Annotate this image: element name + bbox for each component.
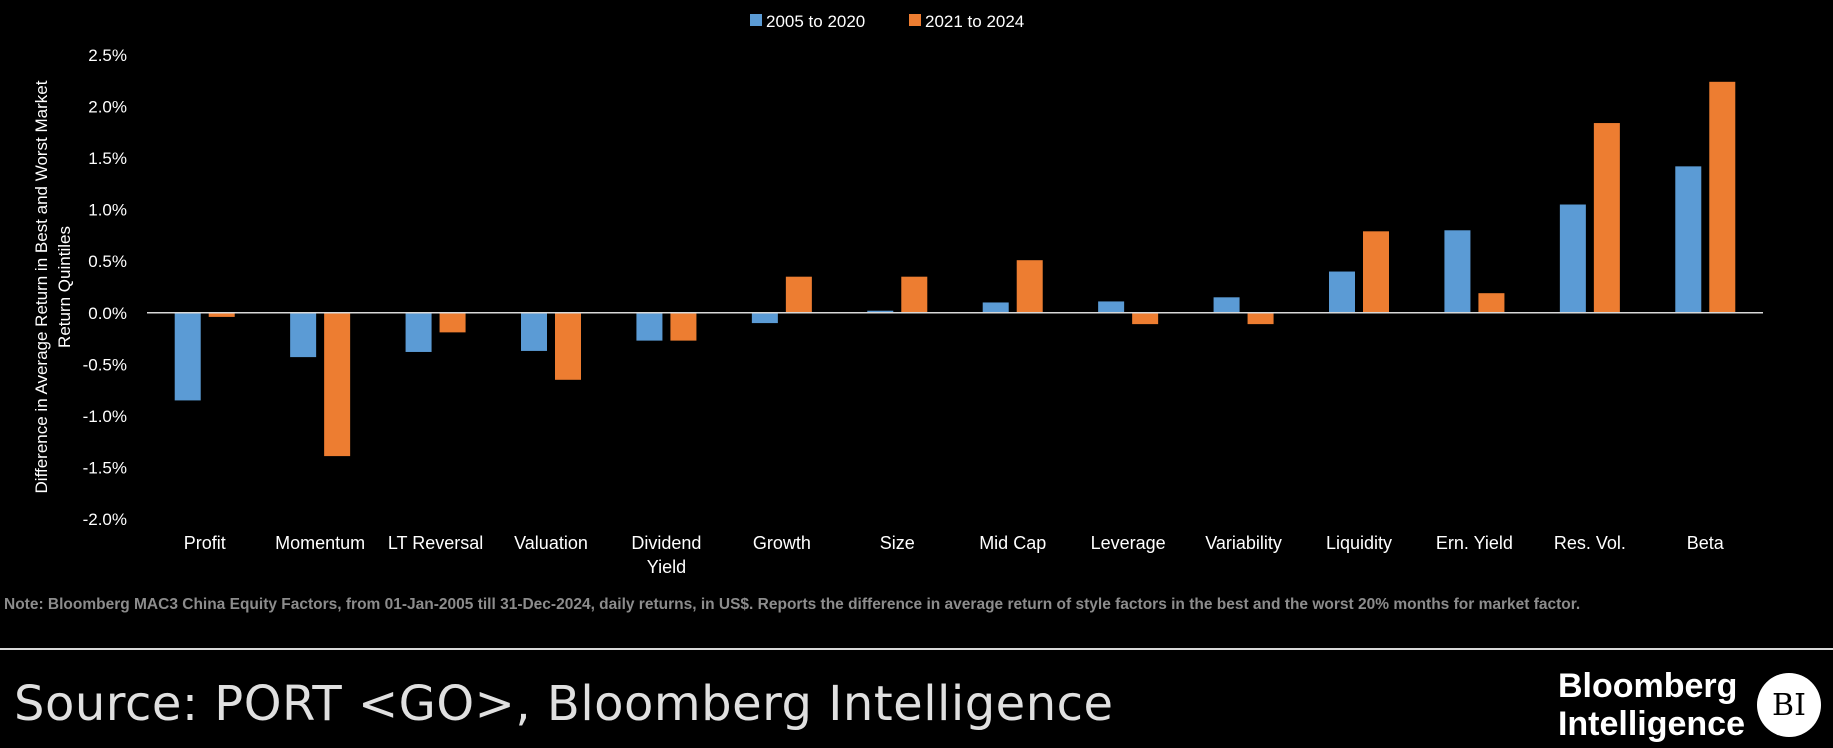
bar	[751, 312, 778, 324]
x-tick-label: Momentum	[275, 533, 365, 553]
x-tick-label: Res. Vol.	[1554, 533, 1626, 553]
x-tick-label: Growth	[753, 533, 811, 553]
bar	[1016, 260, 1043, 313]
legend-label: 2005 to 2020	[766, 12, 865, 31]
bar	[1363, 231, 1389, 313]
y-tick-label: -1.5%	[83, 458, 127, 477]
x-tick-label: Mid Cap	[979, 533, 1046, 553]
x-tick-label: LT Reversal	[388, 533, 483, 553]
bar	[1709, 81, 1736, 313]
chart: 2005 to 2020 2021 to 2024 Difference in A…	[32, 12, 1763, 577]
x-tick-label: Size	[880, 533, 915, 553]
x-tick-label: Profit	[184, 533, 226, 553]
bar	[208, 312, 235, 317]
logo-wordmark: Bloomberg Intelligence	[1558, 667, 1745, 743]
bar	[405, 312, 432, 352]
bar	[1444, 230, 1471, 313]
bar	[439, 312, 466, 333]
x-tick-label: Leverage	[1091, 533, 1166, 553]
x-tick-label: Variability	[1205, 533, 1282, 553]
bar	[290, 312, 317, 358]
y-tick-label: 0.0%	[88, 304, 127, 323]
y-tick-label: 1.0%	[88, 201, 127, 220]
bar	[1593, 123, 1620, 313]
bar	[1675, 166, 1702, 313]
bar	[1213, 297, 1240, 313]
y-tick-label: 0.5%	[88, 252, 127, 271]
x-tick-label: Ern. Yield	[1436, 533, 1513, 553]
y-tick-label: 2.0%	[88, 98, 127, 117]
x-tick-label: Dividend	[631, 533, 701, 553]
bar	[1247, 312, 1274, 325]
bar	[867, 310, 894, 313]
bars	[174, 81, 1736, 457]
bar	[174, 312, 201, 401]
y-tick-label: 1.5%	[88, 149, 127, 168]
y-axis-title-line: Return Quintiles	[55, 226, 74, 348]
bloomberg-intelligence-logo: Bloomberg Intelligence BI	[1558, 665, 1821, 745]
bar	[521, 312, 547, 351]
bar	[636, 312, 663, 341]
bar	[1559, 204, 1586, 313]
x-tick-label: Liquidity	[1326, 533, 1392, 553]
legend-swatch	[909, 14, 921, 26]
logo-line-2: Intelligence	[1557, 705, 1745, 743]
legend-swatch	[750, 14, 762, 26]
bar	[1329, 271, 1355, 313]
bar	[1098, 301, 1125, 313]
bar	[1132, 312, 1159, 325]
y-axis: 2.5% 2.0% 1.5% 1.0% 0.5% 0.0% -0.5% -1.0% -1.5% -…	[83, 46, 127, 529]
x-axis: Profit Momentum LT Reversal Valuation Divide…	[184, 533, 1725, 577]
y-tick-label: -2.0%	[83, 510, 127, 529]
y-tick-label: -1.0%	[83, 407, 127, 426]
bi-badge-icon: BI	[1757, 673, 1821, 737]
source-text: Source: PORT <GO>, Bloomberg Intelligenc…	[14, 676, 1114, 732]
x-tick-label: Yield	[647, 557, 686, 577]
bar	[555, 312, 581, 380]
legend: 2005 to 2020 2021 to 2024	[750, 12, 1024, 31]
x-tick-label: Beta	[1687, 533, 1725, 553]
logo-line-1: Bloomberg	[1557, 667, 1738, 705]
divider	[0, 648, 1833, 650]
y-tick-label: 2.5%	[88, 46, 127, 65]
chart-note: Note: Bloomberg MAC3 China Equity Factor…	[4, 596, 1581, 613]
legend-label: 2021 to 2024	[925, 12, 1024, 31]
y-axis-title: Difference in Average Return in Best and…	[32, 80, 74, 493]
bar	[324, 312, 351, 457]
y-axis-title-line: Difference in Average Return in Best and…	[32, 80, 51, 493]
bar	[785, 276, 812, 313]
x-tick-label: Valuation	[514, 533, 588, 553]
bar	[1478, 293, 1505, 313]
bar	[901, 276, 928, 313]
bar	[982, 302, 1009, 313]
y-tick-label: -0.5%	[83, 355, 127, 374]
bar	[670, 312, 697, 341]
